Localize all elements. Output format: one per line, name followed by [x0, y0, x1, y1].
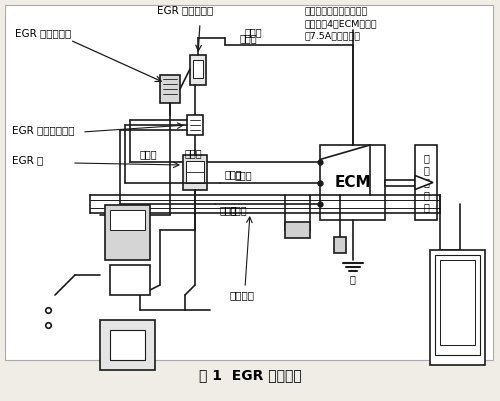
Polygon shape	[70, 195, 175, 355]
Bar	[186, 161, 204, 183]
Text: 器盒内的4号ECM保险丝: 器盒内的4号ECM保险丝	[305, 19, 378, 28]
Bar	[5, 5, 493, 360]
Text: 黄／蓝: 黄／蓝	[185, 148, 202, 158]
Bar	[193, 60, 203, 78]
Text: EGR 真空控制阀: EGR 真空控制阀	[157, 5, 213, 15]
Bar	[285, 222, 310, 238]
Text: 绿／蓝: 绿／蓝	[220, 205, 238, 215]
Text: EGR 阀提升传感器: EGR 阀提升传感器	[12, 125, 74, 135]
Text: EGR 控制电磁阀: EGR 控制电磁阀	[15, 28, 72, 38]
Bar	[110, 210, 145, 230]
Text: 白／黑: 白／黑	[225, 170, 242, 180]
Text: 绿／蓝: 绿／蓝	[230, 205, 248, 215]
Text: 各
种
传
感
器: 各 种 传 感 器	[423, 153, 429, 212]
Bar	[183, 155, 207, 190]
Bar	[105, 205, 150, 260]
Bar	[190, 55, 206, 85]
Text: 黑: 黑	[350, 274, 356, 284]
Bar	[435, 255, 480, 355]
Text: EGR 阀: EGR 阀	[12, 155, 44, 165]
Bar	[187, 115, 203, 135]
Bar	[440, 260, 475, 345]
Text: 黄／蓝: 黄／蓝	[140, 150, 158, 160]
Bar	[385, 180, 415, 186]
Text: 图 1  EGR 控制系统: 图 1 EGR 控制系统	[198, 368, 302, 382]
Text: 进气歧管: 进气歧管	[230, 290, 255, 300]
Bar	[430, 250, 485, 365]
Text: （7.5A）进气歧管: （7.5A）进气歧管	[305, 31, 361, 40]
Text: 黑／黄: 黑／黄	[240, 33, 258, 43]
Text: ECM: ECM	[334, 175, 371, 190]
Text: 接仪表板下保险丝／继电: 接仪表板下保险丝／继电	[305, 7, 368, 16]
Bar	[320, 145, 385, 220]
Bar	[110, 265, 150, 295]
Text: 白／黑: 白／黑	[235, 170, 252, 180]
Bar	[110, 330, 145, 360]
Bar	[160, 75, 180, 103]
Bar	[100, 320, 155, 370]
Bar	[415, 145, 437, 220]
Polygon shape	[415, 176, 433, 190]
Bar	[334, 237, 346, 253]
Text: 黑／黄: 黑／黄	[245, 27, 262, 37]
